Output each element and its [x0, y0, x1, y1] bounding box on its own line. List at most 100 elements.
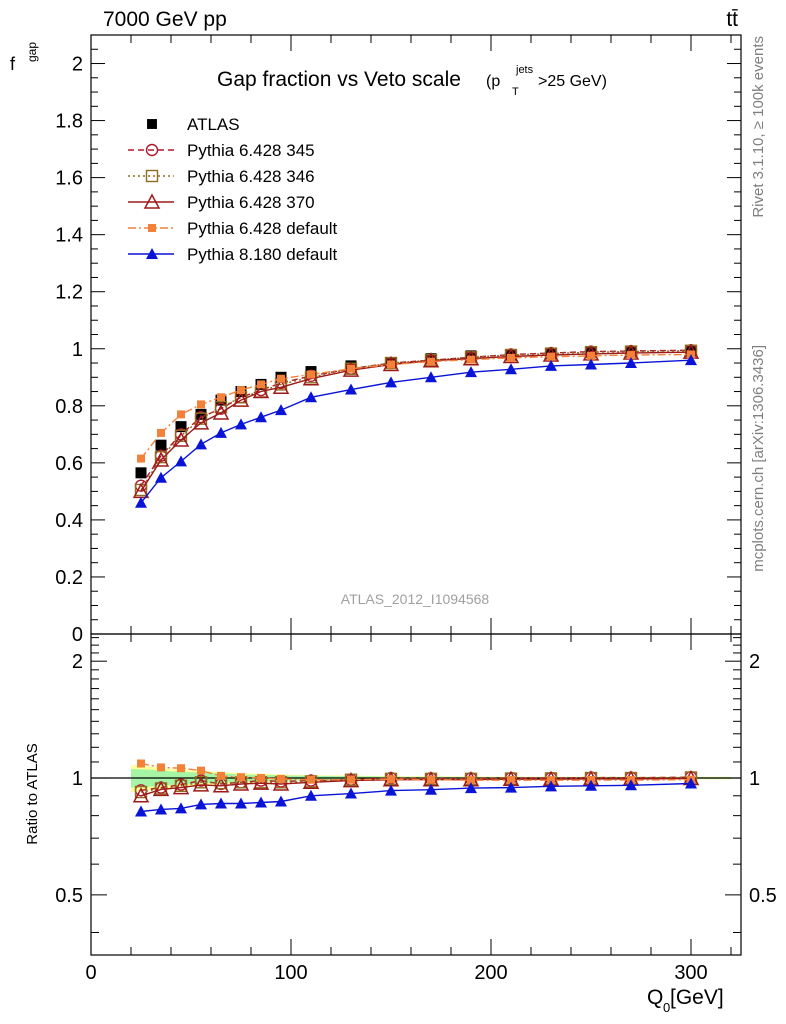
legend-marker-p370 [143, 193, 161, 209]
main-ylabel: f [10, 54, 16, 74]
chart-title: Gap fraction vs Veto scale [217, 68, 461, 91]
ratio-point-p6def [197, 766, 205, 775]
main-ylabel-sub: gap [25, 42, 39, 62]
ratio-point-p8def [275, 795, 287, 807]
header-right: tt̄ [726, 8, 738, 31]
main-series-layer [132, 343, 700, 508]
ratio-point-p8def [155, 803, 167, 815]
main-point-p6def [237, 386, 245, 395]
main-ytick-label: 2 [72, 54, 83, 76]
ratio-point-p370 [132, 787, 150, 803]
ratio-point-p8def [585, 779, 597, 791]
watermark: ATLAS_2012_I1094568 [341, 591, 490, 607]
ratio-ytick-label-right: 2 [749, 651, 760, 673]
main-point-p6def [587, 351, 595, 360]
xlabel-sub: 0 [663, 1000, 670, 1015]
main-ylabel-main: f [10, 54, 16, 74]
chart-title-main: Gap fraction vs Veto scale [217, 68, 461, 91]
chart-title-suffix: (p [486, 73, 500, 90]
xlabel: Q [647, 986, 663, 1009]
main-point-p8def [275, 404, 287, 416]
ratio-point-p8def [175, 802, 187, 814]
ratio-point-p346 [134, 785, 148, 799]
main-point-p370 [172, 431, 190, 447]
ratio-point-p6def [467, 776, 475, 785]
ratio-point-p6def [217, 771, 225, 780]
ratio-point-p370 [232, 775, 250, 791]
main-ytick-label: 1.4 [55, 225, 83, 247]
mcplots-label: mcplots.cern.ch [arXiv:1306.3436] [750, 345, 767, 572]
legend-entry-p346: Pythia 6.428 346 [128, 167, 315, 186]
ratio-point-p8def [235, 797, 247, 809]
main-point-p6def [217, 393, 225, 402]
ratio-point-p8def [685, 777, 697, 789]
ratio-point-p8def [215, 797, 227, 809]
ratio-ytick-label: 2 [72, 651, 83, 673]
main-point-p8def [255, 411, 267, 423]
ratio-point-p370 [212, 777, 230, 793]
ratio-point-p6def [237, 773, 245, 782]
main-point-p6def [387, 360, 395, 369]
main-series-p345 [134, 343, 698, 492]
xtick-label: 0 [85, 962, 96, 984]
ratio-point-p370 [252, 774, 270, 790]
legend-label-p370: Pythia 6.428 370 [187, 193, 315, 212]
main-point-p6def [177, 410, 185, 419]
legend-marker-p346 [145, 169, 159, 183]
main-ytick-label: 1.2 [55, 282, 83, 304]
main-ytick-label: 0 [72, 624, 83, 646]
main-point-p6def [347, 364, 355, 373]
main-point-p8def [135, 496, 147, 508]
legend-marker-atlas [147, 119, 157, 129]
ratio-point-p8def [425, 783, 437, 795]
xtick-label: 300 [674, 962, 707, 984]
main-point-atlas [135, 467, 147, 479]
main-point-p8def [505, 363, 517, 375]
main-line-p6def [140, 353, 692, 460]
ratio-point-p6def [347, 775, 355, 784]
header-left: 7000 GeV pp [103, 8, 227, 31]
main-point-p6def [307, 370, 315, 379]
main-point-p370 [152, 451, 170, 467]
ratio-series-layer [91, 759, 741, 817]
main-series-p346 [134, 344, 698, 497]
legend-marker-p345 [145, 143, 159, 157]
legend-entry-p6def: Pythia 6.428 default [128, 219, 338, 238]
main-point-p370 [212, 404, 230, 420]
ratio-point-p8def [135, 805, 147, 817]
main-point-p370 [272, 378, 290, 395]
ratio-point-p370 [152, 780, 170, 797]
main-ytick-label: 0.4 [55, 510, 83, 532]
ratio-frame [90, 633, 742, 956]
ratio-ytick-label: 0.5 [55, 885, 83, 907]
main-ytick-label: 1.8 [55, 111, 83, 133]
main-point-p6def [467, 355, 475, 364]
ratio-point-p6def [177, 764, 185, 773]
main-line-p346 [140, 350, 692, 491]
ratio-ylabel: Ratio to ATLAS [24, 743, 41, 844]
legend-label-p8def: Pythia 8.180 default [187, 245, 338, 264]
ratio-line-p6def [140, 762, 692, 781]
ratio-point-p8def [195, 798, 207, 810]
ratio-point-p8def [305, 789, 317, 801]
ratio-axes: 0.5 0.5 1 1 2 2 0 100 200 300 [55, 633, 777, 984]
main-series-p370 [132, 343, 700, 499]
ratio-ytick-label-right: 1 [749, 768, 760, 790]
main-point-p8def [305, 391, 317, 403]
main-point-p8def [345, 383, 357, 395]
main-point-p8def [385, 376, 397, 388]
main-point-atlas [155, 439, 167, 451]
title-suffix-sup: jets [515, 64, 534, 76]
ratio-point-p6def [257, 774, 265, 783]
main-point-p8def [425, 371, 437, 383]
ratio-point-p6def [157, 763, 165, 772]
legend-label-p345: Pythia 6.428 345 [187, 141, 315, 160]
main-point-p8def [465, 366, 477, 378]
legend-entry-p8def: Pythia 8.180 default [128, 245, 338, 264]
main-ytick-label: 0.2 [55, 567, 83, 589]
main-line-p345 [140, 349, 692, 487]
main-point-p6def [547, 352, 555, 361]
main-axes: 0 0.2 0.4 0.6 0.8 1 1.2 1.4 1.6 1.8 2 [55, 34, 742, 646]
ratio-line-p346 [140, 776, 692, 793]
